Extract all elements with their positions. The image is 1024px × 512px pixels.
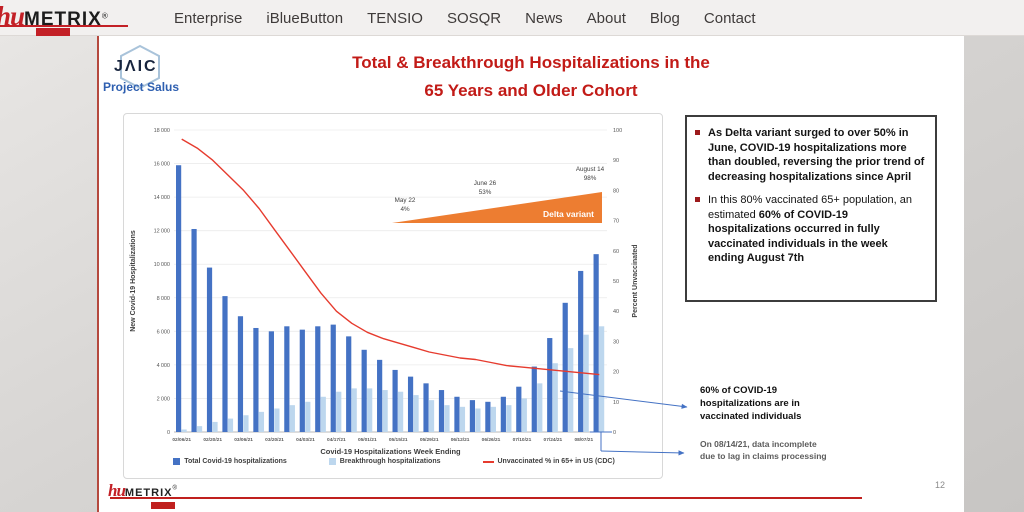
logo-underline [0,25,128,27]
presentation-slide: JΛIC Project Salus Total & Breakthrough … [99,36,964,512]
svg-text:05/29/21: 05/29/21 [420,437,439,443]
left-axis-title: New Covid-19 Hospitalizations [130,230,137,332]
nav-item-blog[interactable]: Blog [649,9,680,27]
svg-text:80: 80 [613,188,619,194]
nav-item-enterprise[interactable]: Enterprise [174,9,243,27]
svg-text:10 000: 10 000 [154,262,170,268]
finding-bullet-1: As Delta variant surged to over 50% in J… [695,126,925,184]
x-axis-labels: 02/06/21 02/20/21 03/06/21 03/20/21 04/03/21… [172,437,593,443]
svg-text:03/06/21: 03/06/21 [234,437,253,443]
svg-text:100: 100 [613,128,622,134]
nav-item-about[interactable]: About [586,9,626,27]
hospitalizations-chart: 0 2 000 4 000 6 000 8 000 10 000 12 000 14 000 1… [130,128,639,456]
svg-text:05/01/21: 05/01/21 [358,437,377,443]
svg-text:04/03/21: 04/03/21 [296,437,315,443]
svg-text:98%: 98% [584,175,597,182]
nav-item-ibluebutton[interactable]: iBlueButton [266,9,344,27]
svg-text:6 000: 6 000 [157,329,170,335]
svg-text:03/20/21: 03/20/21 [265,437,284,443]
right-axis-title: Percent Unvaccinated [632,244,639,317]
footer-red-block [151,502,175,509]
bullet-square-icon [695,130,700,135]
humetrix-logo[interactable]: huMETRIX® [0,1,146,36]
finding-bullet-2: In this 80% vaccinated 65+ population, a… [695,193,925,266]
site-header: huMETRIX® Enterprise iBlueButton TENSIO SOS… [0,0,1024,36]
svg-text:04/17/21: 04/17/21 [327,437,346,443]
slide-left-accent [97,36,99,512]
svg-text:70: 70 [613,219,619,225]
svg-text:May 22: May 22 [395,197,416,204]
svg-text:18 000: 18 000 [154,128,170,134]
bars-breakthrough [181,326,605,432]
jaic-wordmark: JΛIC [114,58,158,75]
svg-text:02/06/21: 02/06/21 [172,437,191,443]
svg-text:June 26: June 26 [474,180,497,187]
delta-variant-wedge: Delta variant May 22 4% June 26 53% August 14… [392,166,605,223]
svg-text:8 000: 8 000 [157,296,170,302]
svg-text:07/24/21: 07/24/21 [544,437,563,443]
svg-text:90: 90 [613,158,619,164]
slide-title: Total & Breakthrough Hospitalizations in… [231,49,831,104]
callout-60-percent: 60% of COVID-19 hospitalizations are in … [700,385,802,422]
footer-rule [110,497,862,499]
svg-text:4 000: 4 000 [157,363,170,369]
logo-red-block [36,28,70,36]
svg-text:07/10/21: 07/10/21 [513,437,532,443]
svg-text:August 14: August 14 [576,166,605,173]
legend-item-3: Unvaccinated % in 65+ in US (CDC) [482,458,615,465]
slide-title-line1: Total & Breakthrough Hospitalizations in… [352,53,710,72]
svg-text:4%: 4% [400,206,410,213]
bars-total [176,165,599,432]
jaic-hexagon-icon [120,44,160,90]
nav-item-sosqr[interactable]: SOSQR [446,9,502,27]
svg-text:53%: 53% [479,189,492,196]
svg-text:12 000: 12 000 [154,229,170,235]
svg-text:02/20/21: 02/20/21 [203,437,222,443]
svg-text:05/15/21: 05/15/21 [389,437,408,443]
legend-line-swatch [482,460,494,463]
main-navigation: Enterprise iBlueButton TENSIO SOSQR News Abou… [174,0,756,36]
svg-text:06/26/21: 06/26/21 [482,437,501,443]
nav-item-news[interactable]: News [525,9,563,27]
project-salus-label: Project Salus [103,80,180,94]
svg-text:40: 40 [613,309,619,315]
legend-square-swatch [328,458,336,465]
svg-text:06/12/21: 06/12/21 [451,437,470,443]
svg-text:0: 0 [613,430,616,436]
svg-text:Delta variant: Delta variant [543,209,594,219]
svg-text:14 000: 14 000 [154,195,170,201]
page-number: 12 [935,480,946,490]
key-findings-box: As Delta variant surged to over 50% in J… [685,115,937,302]
svg-text:10: 10 [613,400,619,406]
nav-item-contact[interactable]: Contact [703,9,756,27]
bullet-square-icon [695,197,700,203]
svg-text:08/07/21: 08/07/21 [574,437,593,443]
svg-text:30: 30 [613,339,619,345]
x-axis-title: Covid-19 Hospitalizations Week Ending [320,447,461,456]
footer-humetrix-logo: huMETRIX® [108,481,177,500]
svg-text:20: 20 [613,370,619,376]
svg-text:2 000: 2 000 [157,396,170,402]
chart-panel: 0 2 000 4 000 6 000 8 000 10 000 12 000 14 000 1… [123,113,663,479]
svg-text:0: 0 [167,430,170,436]
callout-incomplete-data: On 08/14/21, data incomplete due to lag … [700,439,827,461]
slide-title-line2: 65 Years and Older Cohort [424,80,638,100]
chart-legend: Total Covid-19 hospitalizations Breakthro… [124,458,664,465]
svg-text:60: 60 [613,249,619,255]
legend-item-1: Total Covid-19 hospitalizations [173,458,287,465]
svg-text:16 000: 16 000 [154,162,170,168]
legend-item-2: Breakthrough hospitalizations [328,458,441,465]
nav-item-tensio[interactable]: TENSIO [367,9,423,27]
unvaccinated-trend-line [181,138,600,376]
legend-square-swatch [173,458,181,465]
svg-text:50: 50 [613,279,619,285]
